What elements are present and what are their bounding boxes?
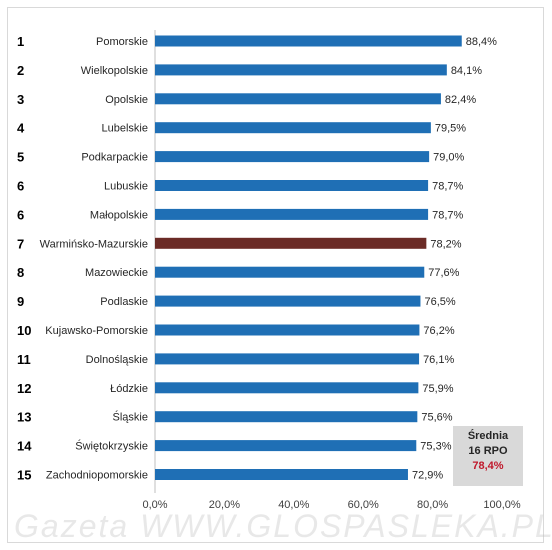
bar [155, 180, 429, 191]
data-label: 78,7% [432, 209, 463, 221]
x-tick-label: 60,0% [348, 499, 379, 511]
data-label: 72,9% [412, 470, 443, 482]
bar [155, 151, 430, 163]
rank-label: 9 [17, 294, 24, 309]
bar [155, 440, 417, 452]
bar [155, 295, 421, 307]
data-label: 75,6% [421, 412, 452, 424]
category-label: Dolnośląskie [86, 354, 148, 366]
data-label: 84,1% [451, 65, 482, 77]
bar [155, 324, 420, 336]
bar [155, 208, 429, 220]
category-label: Zachodniopomorskie [46, 470, 148, 482]
bar [155, 122, 431, 134]
x-tick-label: 20,0% [209, 499, 240, 511]
bar [155, 353, 420, 365]
rank-label: 2 [17, 63, 24, 78]
data-label: 78,2% [430, 238, 461, 250]
bar [155, 469, 408, 480]
bar [155, 93, 441, 105]
rank-label: 5 [17, 150, 24, 165]
category-label: Kujawsko-Pomorskie [45, 325, 148, 337]
data-label: 79,0% [433, 152, 464, 164]
data-label: 76,2% [423, 325, 454, 337]
x-tick-label: 0,0% [142, 499, 167, 511]
rank-label: 11 [17, 352, 31, 367]
chart-frame [7, 7, 544, 543]
rank-label: 14 [17, 439, 32, 454]
category-label: Podlaskie [100, 296, 148, 308]
bar [155, 411, 418, 423]
data-label: 76,1% [423, 354, 454, 366]
category-label: Mazowieckie [85, 267, 148, 279]
data-label: 79,5% [435, 123, 466, 135]
bar [155, 64, 447, 76]
data-label: 76,5% [424, 296, 455, 308]
data-label: 88,4% [466, 36, 497, 48]
category-label: Wielkopolskie [81, 65, 148, 77]
rank-label: 3 [17, 92, 24, 107]
rank-label: 7 [17, 236, 24, 251]
x-tick-label: 100,0% [483, 499, 521, 511]
rank-label: 1 [17, 34, 24, 49]
data-label: 75,3% [420, 441, 451, 453]
rank-label: 6 [17, 207, 24, 222]
data-label: 82,4% [445, 94, 476, 106]
category-label: Lubelskie [102, 123, 148, 135]
data-label: 78,7% [432, 181, 463, 193]
category-label: Śląskie [113, 411, 148, 424]
rank-label: 12 [17, 381, 31, 396]
x-tick-label: 40,0% [278, 499, 309, 511]
average-value: 78,4% [472, 460, 504, 472]
rank-label: 13 [17, 410, 31, 425]
category-label: Pomorskie [96, 36, 148, 48]
category-label: Świętokrzyskie [75, 440, 148, 453]
bar [155, 266, 425, 278]
category-label: Podkarpackie [81, 152, 148, 164]
bar [155, 237, 427, 249]
average-title-line1: Średnia [467, 430, 509, 442]
rank-label: 15 [17, 468, 31, 483]
average-box: Średnia 16 RPO 78,4% [453, 426, 523, 486]
rank-label: 8 [17, 265, 24, 280]
bar [155, 382, 419, 394]
rank-label: 6 [17, 179, 24, 194]
x-tick-label: 80,0% [417, 499, 448, 511]
data-label: 75,9% [422, 383, 453, 395]
category-label: Warmińsko-Mazurskie [40, 238, 148, 250]
category-label: Opolskie [105, 94, 148, 106]
category-label: Łódzkie [110, 383, 148, 395]
rank-label: 10 [17, 323, 31, 338]
data-label: 77,6% [428, 267, 459, 279]
bar [155, 35, 462, 47]
rank-label: 4 [17, 121, 25, 136]
category-label: Małopolskie [90, 209, 148, 221]
average-title-line2: 16 RPO [468, 445, 508, 457]
category-label: Lubuskie [104, 181, 148, 193]
